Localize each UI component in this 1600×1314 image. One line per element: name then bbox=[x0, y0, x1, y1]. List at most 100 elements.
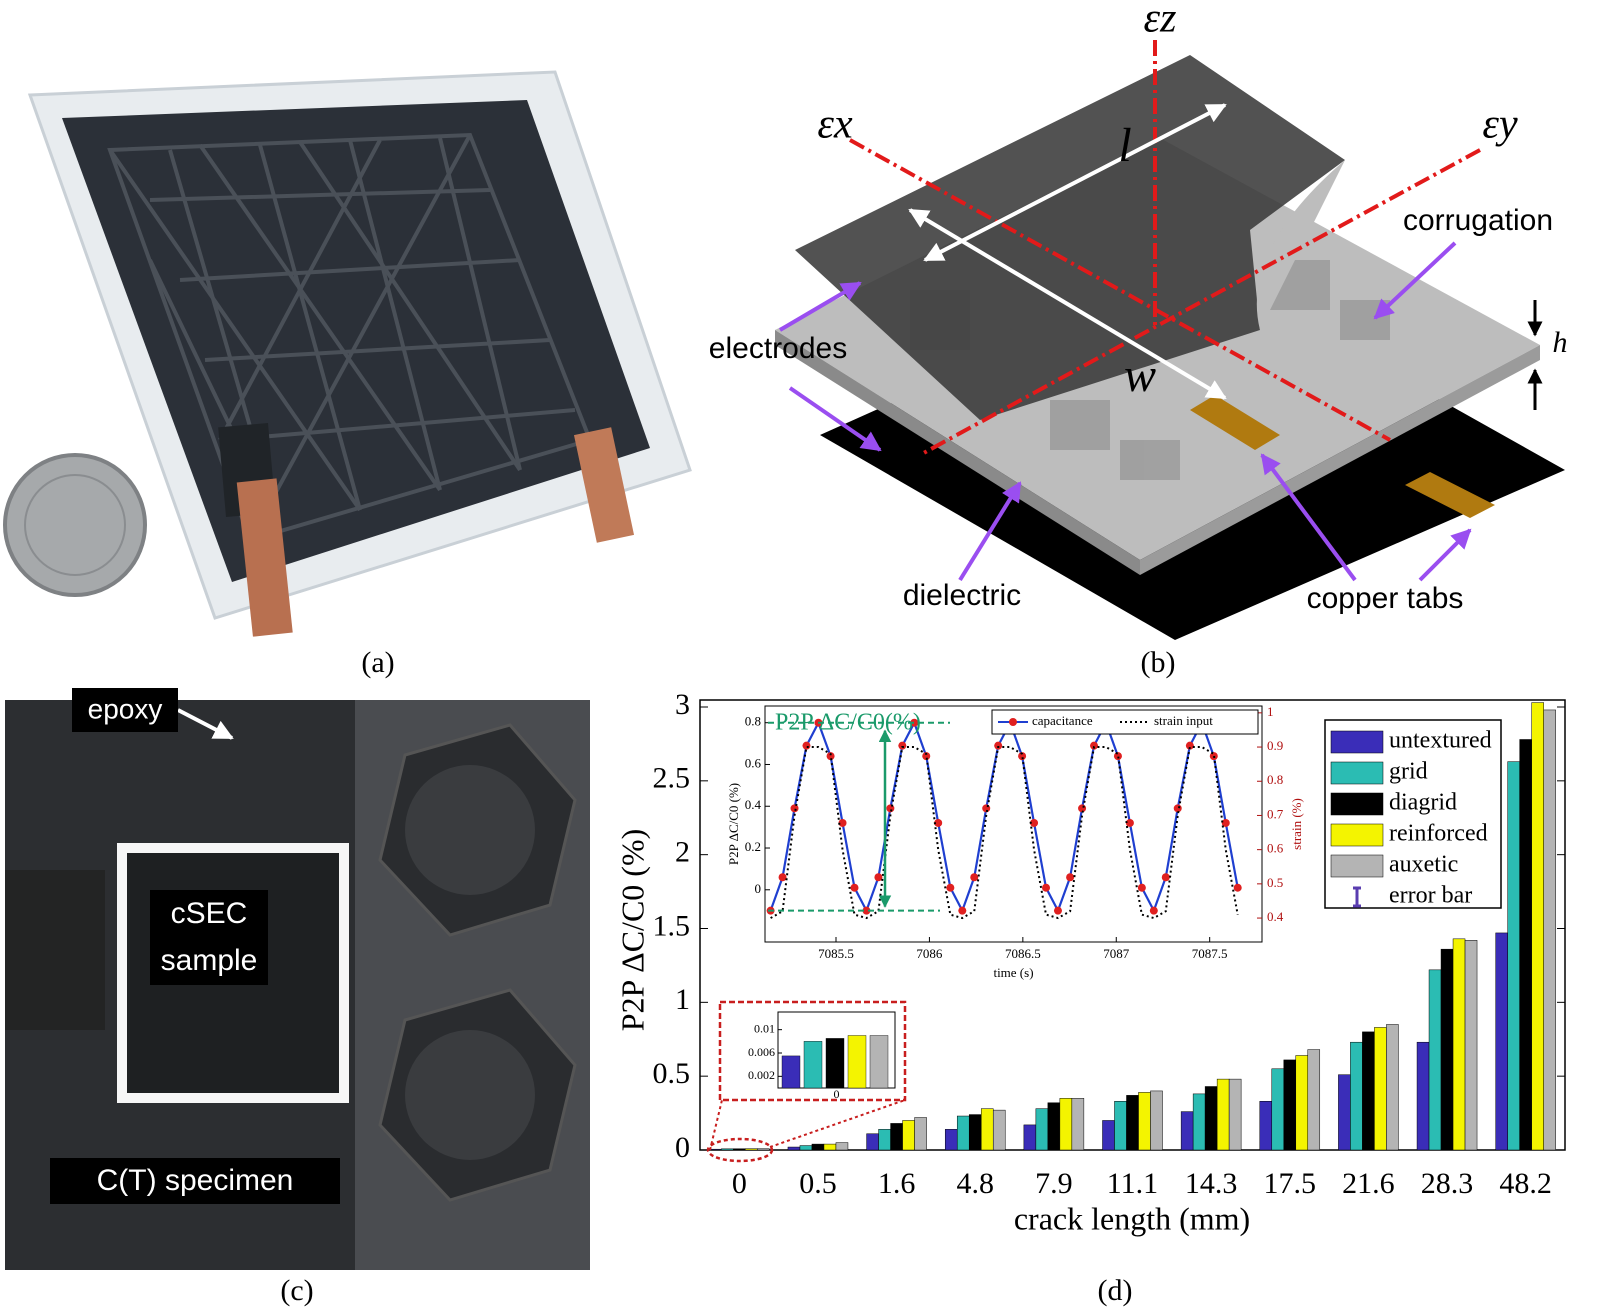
data-point bbox=[970, 873, 979, 882]
label: cSEC bbox=[171, 897, 248, 930]
bar bbox=[1295, 1055, 1309, 1151]
legend-error-icon bbox=[1353, 886, 1361, 908]
data-point bbox=[874, 873, 883, 882]
label: h bbox=[1553, 326, 1568, 359]
y-tick-label: 0.6 bbox=[745, 755, 762, 770]
bar bbox=[914, 1117, 927, 1151]
bar bbox=[1464, 940, 1478, 1151]
bar bbox=[799, 1145, 813, 1151]
bar bbox=[1071, 1098, 1085, 1151]
bar bbox=[956, 1115, 970, 1151]
bar bbox=[1428, 969, 1442, 1151]
y2-tick-label: 1 bbox=[1267, 704, 1274, 719]
label: dielectric bbox=[903, 579, 1021, 612]
zoom-marker bbox=[706, 1137, 774, 1163]
y-tick-label: 3 bbox=[675, 688, 690, 721]
label: sample bbox=[161, 944, 258, 977]
bar bbox=[1543, 709, 1556, 1151]
y-tick-label: 0 bbox=[755, 881, 762, 896]
bar bbox=[1102, 1120, 1115, 1151]
annotation: P2P ΔC/C0(%) bbox=[775, 710, 921, 736]
bar bbox=[811, 1143, 825, 1151]
label: (c) bbox=[280, 1274, 313, 1307]
y-tick-label: 1 bbox=[675, 983, 690, 1016]
data-point bbox=[1137, 883, 1146, 892]
data-point bbox=[994, 741, 1003, 750]
legend-swatch bbox=[1330, 854, 1384, 878]
bar bbox=[1519, 739, 1532, 1151]
y-tick-label: 2 bbox=[675, 836, 690, 869]
data-point bbox=[802, 741, 811, 750]
legend-label: capacitance bbox=[1032, 713, 1093, 728]
y-tick-label: 0.2 bbox=[745, 839, 761, 854]
label: l bbox=[1118, 119, 1131, 172]
data-point bbox=[934, 818, 943, 827]
data-point bbox=[1018, 752, 1027, 761]
bar bbox=[1350, 1041, 1363, 1151]
data-point bbox=[1161, 873, 1170, 882]
label: (d) bbox=[1098, 1274, 1133, 1307]
x-tick-label: 7086.5 bbox=[1005, 946, 1041, 961]
x-tick-label: 21.6 bbox=[1342, 1167, 1395, 1200]
data-point bbox=[1066, 873, 1075, 882]
y-tick-label: 0.5 bbox=[653, 1057, 691, 1090]
bar bbox=[1047, 1102, 1061, 1151]
label: (b) bbox=[1141, 646, 1176, 679]
data-point bbox=[1090, 741, 1099, 750]
bar bbox=[1192, 1093, 1206, 1151]
x-tick-label: 1.6 bbox=[878, 1167, 916, 1200]
data-point bbox=[1125, 818, 1134, 827]
bar bbox=[1531, 702, 1544, 1151]
x-tick-label: 0 bbox=[834, 1087, 840, 1101]
data-point bbox=[838, 818, 847, 827]
x-tick-label: 7087 bbox=[1103, 946, 1130, 961]
y2-tick-label: 0.4 bbox=[1267, 909, 1284, 924]
inset-frame bbox=[764, 705, 1263, 943]
bar bbox=[992, 1109, 1006, 1151]
x-tick-label: 28.3 bbox=[1421, 1167, 1474, 1200]
series-line bbox=[770, 746, 1239, 920]
bar bbox=[1386, 1024, 1399, 1151]
bar bbox=[1023, 1124, 1037, 1151]
y-tick-label: 0.01 bbox=[754, 1021, 775, 1035]
data-point bbox=[1042, 883, 1051, 892]
bar bbox=[1452, 938, 1466, 1151]
data-point bbox=[1233, 883, 1242, 892]
bar bbox=[1283, 1059, 1297, 1151]
label: C(T) specimen bbox=[97, 1164, 294, 1197]
label: w bbox=[1124, 349, 1156, 402]
annotation-lines bbox=[768, 721, 950, 912]
data-point bbox=[1185, 741, 1194, 750]
x-axis-label: crack length (mm) bbox=[1014, 1200, 1250, 1236]
legend-label: grid bbox=[1389, 759, 1428, 785]
bar bbox=[1440, 948, 1454, 1151]
legend-swatch bbox=[1330, 730, 1384, 754]
y-tick-label: 0 bbox=[675, 1131, 690, 1164]
bar bbox=[1035, 1108, 1049, 1151]
bar bbox=[781, 1055, 801, 1089]
bar bbox=[869, 1035, 889, 1089]
y-tick-label: 0.002 bbox=[748, 1068, 775, 1082]
data-point bbox=[1113, 752, 1122, 761]
y2-tick-label: 0.5 bbox=[1267, 875, 1283, 890]
x-tick-label: 14.3 bbox=[1185, 1167, 1238, 1200]
bar bbox=[847, 1035, 867, 1089]
data-point bbox=[910, 718, 919, 727]
bar bbox=[944, 1129, 958, 1151]
bar bbox=[825, 1038, 845, 1089]
data-point bbox=[1221, 818, 1230, 827]
bar bbox=[1259, 1101, 1273, 1151]
y-axis-label: P2P ΔC/C0 (%) bbox=[614, 829, 650, 1032]
label: (a) bbox=[361, 646, 394, 679]
data-point bbox=[778, 873, 787, 882]
x-tick-label: 0.5 bbox=[799, 1167, 837, 1200]
bar bbox=[835, 1142, 849, 1151]
label: εx bbox=[817, 102, 853, 148]
data-point bbox=[946, 883, 955, 892]
legend-swatch bbox=[1330, 761, 1384, 785]
label: electrodes bbox=[709, 332, 847, 365]
x-tick-label: 11.1 bbox=[1107, 1167, 1158, 1200]
data-point bbox=[790, 804, 799, 813]
bar bbox=[1228, 1078, 1242, 1151]
bar bbox=[1338, 1074, 1351, 1151]
